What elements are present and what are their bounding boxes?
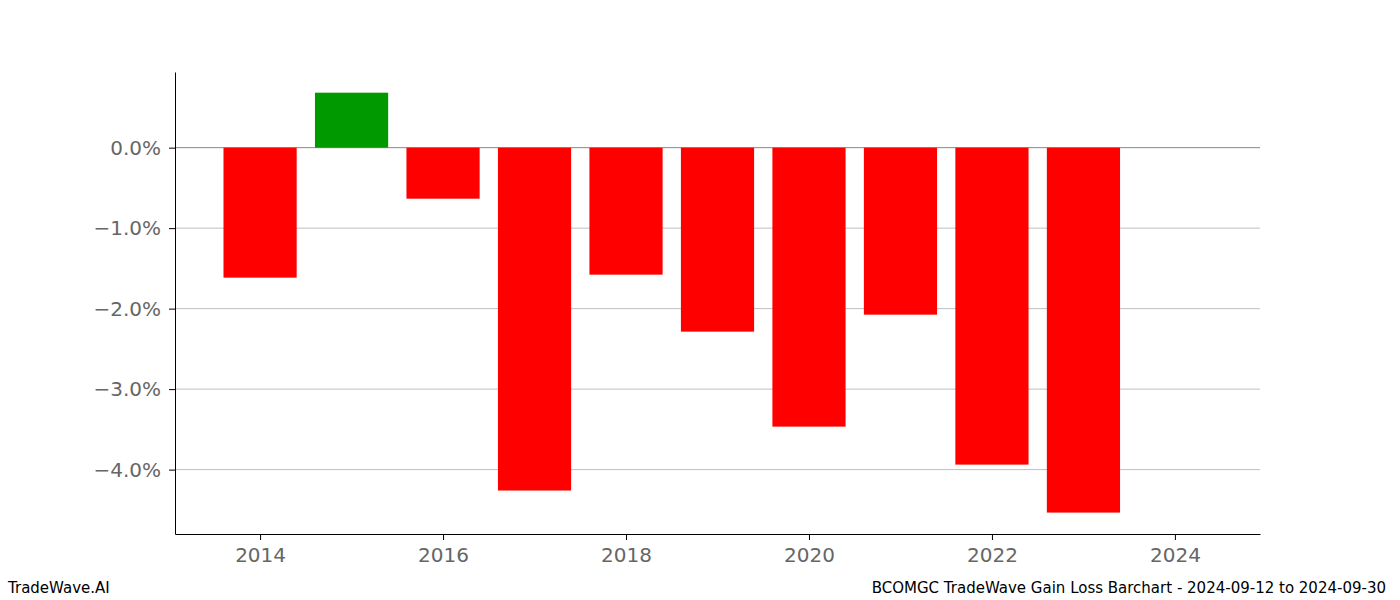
bar bbox=[864, 148, 937, 315]
tick: 2016 bbox=[418, 534, 469, 567]
tick-label: −3.0% bbox=[93, 377, 161, 401]
bar bbox=[315, 93, 388, 148]
x-axis: 2014 2016 2018 2020 2022 2024 bbox=[176, 534, 1261, 567]
tick: 2020 bbox=[784, 534, 835, 567]
tick-label: 2022 bbox=[967, 543, 1018, 567]
tick: 2018 bbox=[601, 534, 652, 567]
tick-mark bbox=[169, 389, 175, 390]
tick-mark bbox=[169, 148, 175, 149]
y-axis: 0.0% −1.0% −2.0% −3.0% −4.0% bbox=[93, 73, 175, 535]
tick-mark bbox=[260, 534, 261, 540]
tick-label: −1.0% bbox=[93, 216, 161, 240]
tick-mark bbox=[169, 470, 175, 471]
tick-mark bbox=[169, 309, 175, 310]
tick-mark bbox=[992, 534, 993, 540]
tick-label: 2016 bbox=[418, 543, 469, 567]
tick-label: 2014 bbox=[235, 543, 286, 567]
axis-line bbox=[176, 534, 1261, 535]
tick-mark bbox=[443, 534, 444, 540]
tick: −1.0% bbox=[93, 216, 175, 240]
axis-line bbox=[175, 73, 176, 535]
bar bbox=[955, 148, 1028, 465]
tick-label: 2020 bbox=[784, 543, 835, 567]
tick-label: 2024 bbox=[1150, 543, 1201, 567]
tick-label: 0.0% bbox=[110, 136, 161, 160]
tick-label: −2.0% bbox=[93, 297, 161, 321]
tick: 2024 bbox=[1150, 534, 1201, 567]
tick: −3.0% bbox=[93, 377, 175, 401]
tick-mark bbox=[809, 534, 810, 540]
tick-mark bbox=[1175, 534, 1176, 540]
tick: 2022 bbox=[967, 534, 1018, 567]
bar bbox=[223, 148, 296, 278]
tick-label: 2018 bbox=[601, 543, 652, 567]
title: BCOMGC TradeWave Gain Loss Barchart - 20… bbox=[872, 579, 1386, 597]
tick-mark bbox=[169, 228, 175, 229]
tick: 2014 bbox=[235, 534, 286, 567]
bars bbox=[223, 93, 1120, 513]
bar bbox=[406, 148, 479, 199]
brand: TradeWave.AI bbox=[7, 579, 110, 597]
bar bbox=[589, 148, 662, 275]
bar bbox=[498, 148, 571, 491]
tick-label: −4.0% bbox=[93, 458, 161, 482]
tick: −2.0% bbox=[93, 297, 175, 321]
bar bbox=[772, 148, 845, 427]
bar bbox=[1047, 148, 1120, 513]
chart: 0.0% −1.0% −2.0% −3.0% −4.0% 2014 2016 2018 2020… bbox=[0, 0, 1400, 600]
tick: 0.0% bbox=[110, 136, 175, 160]
bar bbox=[681, 148, 754, 332]
tick: −4.0% bbox=[93, 458, 175, 482]
tick-mark bbox=[626, 534, 627, 540]
